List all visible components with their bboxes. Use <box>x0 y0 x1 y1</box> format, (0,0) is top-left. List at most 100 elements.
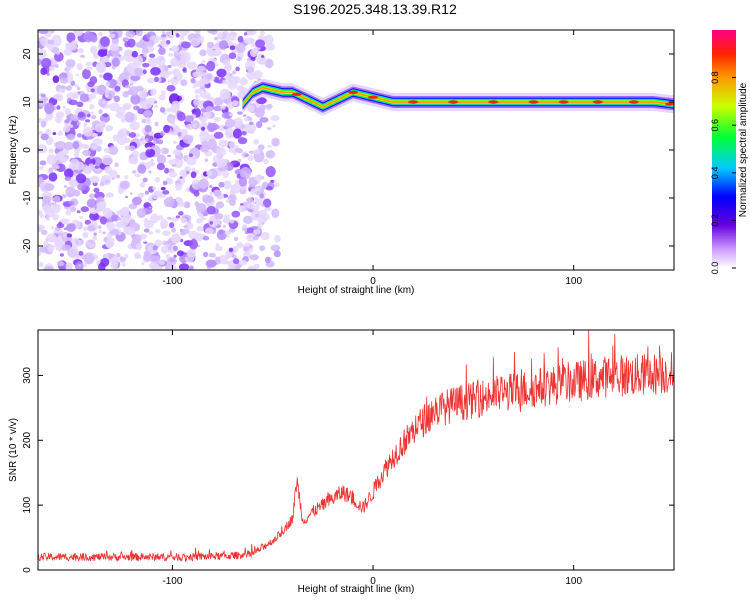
noise-blob <box>252 209 260 214</box>
colorbar-gradient <box>712 30 736 268</box>
noise-blob <box>213 116 221 122</box>
noise-blob <box>265 150 276 159</box>
noise-blob <box>169 264 177 270</box>
noise-blob <box>204 158 208 163</box>
noise-blob <box>222 225 227 228</box>
noise-blob <box>125 30 136 38</box>
noise-blob <box>169 222 175 229</box>
noise-blob <box>157 44 161 47</box>
noise-blob <box>91 144 98 150</box>
noise-blob <box>153 100 158 104</box>
noise-blob <box>216 221 221 224</box>
noise-blob <box>102 231 107 235</box>
noise-blob <box>239 203 244 206</box>
noise-blob <box>105 240 115 248</box>
noise-blob <box>175 197 179 200</box>
noise-blob <box>135 30 143 37</box>
noise-blob <box>105 180 110 184</box>
noise-blob <box>259 116 269 123</box>
noise-blob <box>226 235 230 238</box>
noise-blob <box>88 193 97 199</box>
noise-blob <box>180 217 188 224</box>
noise-blob <box>206 73 213 79</box>
noise-blob <box>85 119 91 123</box>
noise-blob <box>264 58 274 69</box>
noise-blob <box>101 55 110 63</box>
noise-blob <box>82 231 89 239</box>
noise-blob <box>160 245 169 254</box>
ridge-peak <box>558 100 569 104</box>
noise-blob <box>87 113 91 118</box>
noise-blob <box>83 31 94 43</box>
ridge-peak <box>488 100 499 104</box>
noise-blob <box>83 144 90 150</box>
noise-blob <box>190 171 197 179</box>
noise-blob <box>176 59 187 68</box>
noise-blob <box>102 113 109 118</box>
noise-blob <box>214 213 224 220</box>
noise-blob <box>87 81 95 88</box>
noise-blob <box>232 254 237 259</box>
noise-blob <box>180 238 184 243</box>
noise-blob <box>203 70 207 73</box>
noise-blob <box>235 66 240 72</box>
noise-blob <box>143 53 148 57</box>
noise-blob <box>213 131 224 139</box>
noise-blob <box>258 226 262 230</box>
noise-blob <box>217 32 224 40</box>
noise-blob <box>222 180 232 190</box>
noise-blob <box>193 105 198 110</box>
noise-blob <box>128 86 139 96</box>
noise-blob <box>38 117 43 124</box>
noise-blob <box>237 111 243 115</box>
noise-blob <box>138 138 147 145</box>
noise-blob <box>231 161 237 165</box>
chart-title: S196.2025.348.13.39.R12 <box>293 1 457 17</box>
noise-blob <box>202 197 207 203</box>
noise-blob <box>189 239 198 250</box>
noise-blob <box>40 37 51 47</box>
noise-blob <box>195 65 207 77</box>
noise-blob <box>66 133 76 141</box>
noise-blob <box>102 157 113 165</box>
noise-blob <box>114 162 119 167</box>
noise-blob <box>186 170 190 175</box>
noise-blob <box>165 107 173 112</box>
noise-blob <box>244 59 256 72</box>
noise-blob <box>159 106 166 113</box>
noise-blob <box>137 164 147 174</box>
noise-blob <box>54 140 66 150</box>
noise-blob <box>208 49 215 56</box>
noise-blob <box>150 162 155 165</box>
noise-blob <box>180 51 191 63</box>
noise-blob <box>106 221 115 231</box>
noise-blob <box>175 183 182 191</box>
noise-blob <box>90 45 98 54</box>
spectrogram-noise-region <box>38 30 281 270</box>
noise-blob <box>184 115 194 123</box>
noise-blob <box>220 105 226 110</box>
noise-blob <box>232 71 236 75</box>
noise-blob <box>180 37 185 41</box>
noise-blob <box>54 239 64 248</box>
noise-blob <box>146 77 156 84</box>
noise-blob <box>224 118 236 128</box>
noise-blob <box>154 176 161 183</box>
noise-blob <box>124 175 129 180</box>
noise-blob <box>246 197 254 204</box>
noise-blob <box>274 182 280 188</box>
noise-blob <box>69 124 74 129</box>
noise-blob <box>145 116 152 124</box>
noise-blob <box>175 215 181 219</box>
colorbar-tick-label: 0.4 <box>710 167 720 180</box>
noise-blob <box>150 254 161 265</box>
noise-blob <box>77 111 85 118</box>
noise-blob <box>77 182 86 191</box>
noise-blob <box>61 194 67 198</box>
noise-blob <box>87 222 98 232</box>
noise-blob <box>167 154 171 158</box>
noise-blob <box>257 144 265 151</box>
noise-blob <box>177 201 185 207</box>
noise-blob <box>155 229 161 234</box>
colorbar-tick-label: 0.8 <box>710 71 720 84</box>
